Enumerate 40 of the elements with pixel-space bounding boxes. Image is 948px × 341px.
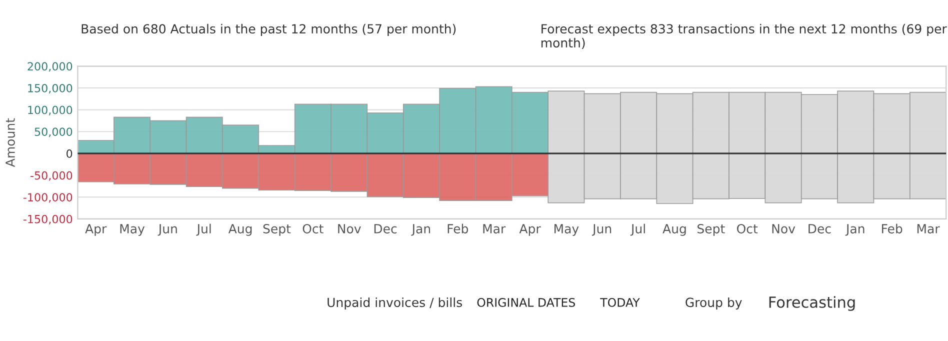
x-tick-label: Oct: [302, 224, 324, 234]
x-tick-label: Nov: [338, 224, 361, 234]
x-tick-label: Jun: [592, 224, 612, 236]
x-tick-label: Apr: [85, 224, 107, 236]
x-tick-label: Aug: [228, 224, 252, 236]
text: Based on 680 Actuals in the past 12 months (57 per month): [82, 24, 456, 36]
x-tick-label: Dec: [374, 224, 397, 234]
text: Forecast expects 833 transactions in the next 12 months (69 per month): [541, 24, 947, 50]
x-tick-label: Feb: [882, 224, 902, 234]
y-tick-label: 200,000: [28, 62, 72, 72]
x-tick-label: Jan: [845, 224, 864, 236]
x-tick-label: Jul: [630, 224, 645, 236]
y-tick-label: 100,000: [28, 106, 72, 116]
x-tick-label: Jul: [196, 224, 211, 236]
x-tick-label: May: [554, 224, 579, 236]
x-tick-label: Sept: [698, 224, 725, 236]
y-tick-label: -150,000: [23, 214, 72, 224]
x-tick-label: Dec: [808, 224, 831, 234]
x-tick-label: Apr: [519, 224, 541, 236]
x-tick-label: Jan: [411, 224, 430, 236]
x-tick-label: Jun: [158, 224, 177, 236]
y-tick-label: 150,000: [28, 84, 72, 94]
x-tick-label: Sept: [263, 224, 291, 236]
text: ORIGINAL DATES: [477, 298, 576, 307]
x-tick-label: Mar: [917, 224, 940, 234]
y-tick-label: -50,000: [30, 171, 72, 181]
x-tick-label: May: [120, 224, 145, 236]
x-tick-label: Feb: [448, 224, 468, 234]
x-tick-label: Nov: [772, 224, 796, 234]
x-tick-label: Oct: [736, 224, 758, 234]
x-tick-label: Mar: [483, 224, 506, 234]
x-tick-label: Aug: [662, 224, 686, 236]
y-tick-label: 0: [66, 149, 72, 158]
y-tick-label: 50,000: [34, 128, 72, 138]
y-axis-title: Amount: [6, 118, 15, 167]
text: Unpaid invoices / bills: [328, 297, 462, 310]
text: TODAY: [600, 298, 640, 307]
text: Group by: [686, 297, 742, 310]
y-tick-label: -100,000: [23, 193, 72, 203]
text: Forecasting: [769, 296, 855, 311]
